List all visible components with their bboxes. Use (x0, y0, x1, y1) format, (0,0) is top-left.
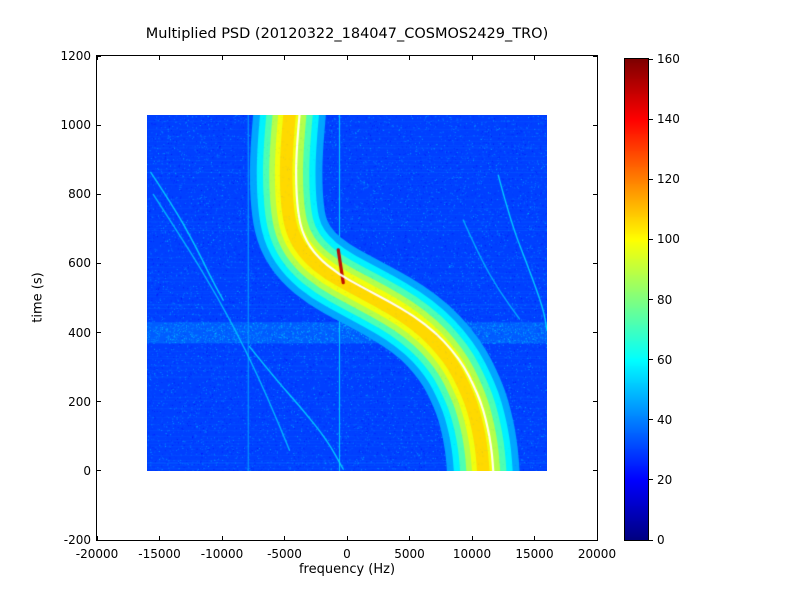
y-tick-mark (97, 470, 101, 472)
x-tick-mark (221, 56, 223, 60)
colorbar-tick-mark (649, 178, 653, 180)
x-tick-label: -15000 (138, 547, 181, 561)
y-tick-label: 1000 (60, 118, 91, 133)
x-tick-mark (346, 56, 348, 60)
x-tick-mark (284, 56, 285, 60)
y-tick-label: -200 (63, 533, 91, 547)
colorbar-gradient (625, 59, 648, 540)
x-tick-label: 15000 (515, 547, 554, 561)
x-tick-mark (159, 56, 160, 60)
x-tick-label: 5000 (394, 547, 425, 561)
y-tick-mark (97, 55, 101, 57)
colorbar-tick-label: 120 (657, 172, 680, 187)
colorbar-tick-label: 20 (657, 472, 673, 487)
colorbar-tick-label: 160 (657, 52, 680, 66)
x-axis-label: frequency (Hz) (298, 562, 396, 577)
colorbar-tick-mark (649, 479, 653, 481)
colorbar-tick-label: 40 (657, 412, 673, 427)
colorbar-tick-mark (649, 58, 653, 60)
colorbar-tick-label: 80 (657, 292, 673, 307)
colorbar (624, 58, 649, 541)
x-tick-label: 10000 (452, 547, 492, 561)
chart-title: Multiplied PSD (20120322_184047_COSMOS24… (145, 26, 549, 42)
colorbar-tick-mark (649, 539, 653, 541)
colorbar-tick-mark (649, 419, 653, 421)
x-tick-label: -10000 (200, 547, 244, 561)
y-tick-label: 1200 (60, 49, 91, 63)
colorbar-tick-mark (649, 118, 653, 120)
x-tick-mark (96, 56, 98, 60)
y-tick-mark (593, 332, 597, 334)
y-tick-label: 0 (83, 463, 91, 478)
y-tick-mark (97, 262, 101, 264)
x-tick-mark (596, 56, 598, 60)
y-tick-label: 800 (68, 187, 91, 202)
y-tick-label: 600 (68, 256, 91, 271)
colorbar-tick-mark (649, 299, 653, 300)
y-tick-mark (593, 539, 597, 541)
y-tick-mark (593, 470, 597, 472)
colorbar-tick-label: 60 (657, 352, 673, 367)
y-tick-mark (593, 262, 597, 264)
y-tick-mark (593, 401, 597, 403)
x-tick-mark (284, 536, 285, 540)
y-tick-mark (593, 193, 597, 195)
x-tick-label: 20000 (577, 547, 617, 561)
y-tick-label: 200 (68, 394, 91, 409)
y-tick-mark (97, 124, 101, 126)
colorbar-tick-label: 100 (657, 232, 680, 247)
y-tick-mark (97, 401, 101, 403)
x-tick-label: -20000 (75, 547, 119, 561)
colorbar-tick-label: 140 (657, 112, 680, 127)
y-tick-label: 400 (68, 325, 91, 340)
colorbar-tick-label: 0 (657, 533, 665, 547)
x-tick-mark (534, 56, 535, 60)
y-tick-mark (97, 193, 101, 195)
x-tick-mark (159, 536, 160, 540)
y-tick-mark (97, 539, 101, 541)
x-tick-mark (471, 56, 473, 60)
x-tick-mark (96, 536, 98, 540)
x-tick-mark (534, 536, 535, 540)
x-tick-label: -5000 (267, 547, 302, 561)
x-tick-mark (596, 536, 598, 540)
x-tick-mark (409, 56, 410, 60)
x-tick-mark (221, 536, 223, 540)
colorbar-tick-mark (649, 238, 653, 240)
plot-area (96, 55, 598, 541)
x-tick-mark (346, 536, 348, 540)
y-tick-mark (593, 124, 597, 126)
x-tick-mark (471, 536, 473, 540)
x-tick-label: 0 (343, 547, 351, 561)
heatmap-canvas (147, 114, 547, 471)
y-tick-mark (593, 55, 597, 57)
x-tick-mark (409, 536, 410, 540)
y-tick-mark (97, 332, 101, 334)
colorbar-tick-mark (649, 359, 653, 361)
